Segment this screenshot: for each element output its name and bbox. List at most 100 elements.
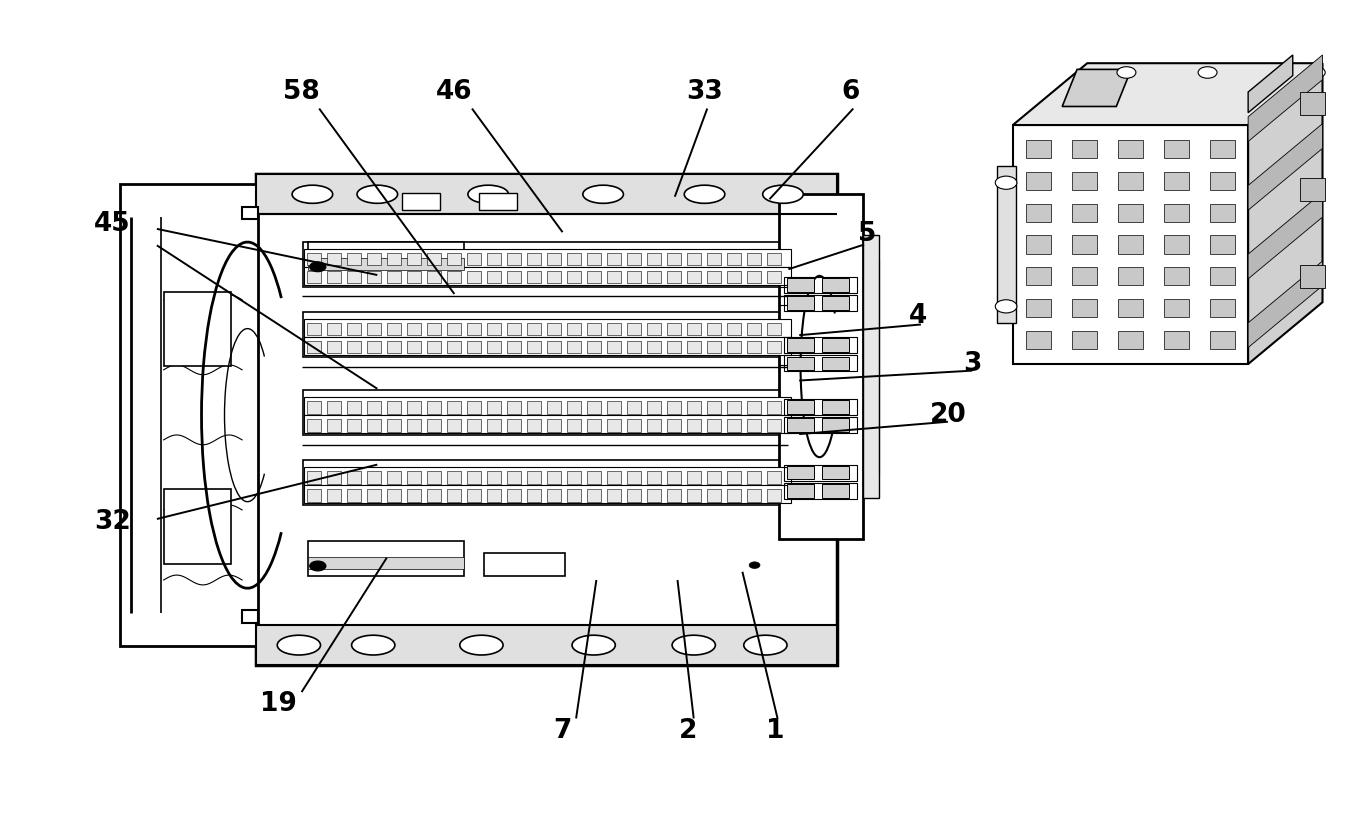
- Bar: [347, 252, 362, 265]
- Bar: [305, 397, 791, 415]
- Bar: [1072, 299, 1096, 318]
- Bar: [566, 323, 581, 335]
- Bar: [305, 337, 791, 355]
- Bar: [587, 270, 602, 284]
- Bar: [627, 341, 641, 353]
- Bar: [667, 323, 682, 335]
- Bar: [566, 489, 581, 502]
- Bar: [707, 270, 721, 284]
- Bar: [486, 471, 501, 484]
- Bar: [304, 312, 793, 356]
- Bar: [747, 419, 762, 432]
- Bar: [587, 323, 602, 335]
- Bar: [527, 401, 542, 414]
- Bar: [607, 401, 622, 414]
- Bar: [822, 466, 850, 480]
- Bar: [507, 489, 522, 502]
- Bar: [527, 341, 542, 353]
- Circle shape: [1306, 67, 1325, 79]
- Polygon shape: [1248, 55, 1293, 112]
- Bar: [467, 323, 481, 335]
- Bar: [667, 489, 682, 502]
- Text: 46: 46: [436, 79, 473, 105]
- Bar: [308, 489, 321, 502]
- Ellipse shape: [467, 185, 508, 203]
- Bar: [747, 270, 762, 284]
- Bar: [587, 471, 602, 484]
- Bar: [327, 419, 341, 432]
- Bar: [327, 252, 341, 265]
- Bar: [486, 419, 501, 432]
- Bar: [1118, 140, 1142, 158]
- Bar: [467, 270, 481, 284]
- Bar: [787, 338, 814, 351]
- Bar: [547, 252, 561, 265]
- Bar: [367, 341, 381, 353]
- Bar: [728, 471, 741, 484]
- Bar: [627, 270, 641, 284]
- Bar: [587, 401, 602, 414]
- Bar: [667, 270, 682, 284]
- Bar: [304, 461, 793, 505]
- Bar: [547, 419, 561, 432]
- Bar: [467, 401, 481, 414]
- Bar: [1118, 236, 1142, 254]
- Bar: [822, 400, 850, 414]
- Bar: [587, 419, 602, 432]
- Text: 45: 45: [93, 211, 130, 237]
- Bar: [388, 471, 401, 484]
- Bar: [256, 625, 837, 665]
- Bar: [1072, 267, 1096, 285]
- Bar: [305, 267, 791, 285]
- Text: 1: 1: [766, 718, 785, 743]
- Bar: [785, 337, 858, 353]
- Bar: [447, 341, 462, 353]
- Bar: [687, 323, 702, 335]
- Circle shape: [310, 561, 327, 571]
- Bar: [347, 401, 362, 414]
- Bar: [787, 485, 814, 498]
- Bar: [388, 252, 401, 265]
- Bar: [863, 236, 879, 498]
- Bar: [822, 485, 850, 498]
- Bar: [507, 270, 522, 284]
- Bar: [308, 341, 321, 353]
- Bar: [243, 610, 259, 623]
- Text: 19: 19: [260, 691, 297, 717]
- Bar: [687, 252, 702, 265]
- Bar: [406, 401, 421, 414]
- Bar: [728, 270, 741, 284]
- Bar: [406, 323, 421, 335]
- Bar: [648, 489, 661, 502]
- Bar: [787, 356, 814, 370]
- Bar: [447, 489, 462, 502]
- Bar: [547, 489, 561, 502]
- Bar: [1012, 125, 1248, 364]
- Bar: [1072, 331, 1096, 349]
- Bar: [667, 252, 682, 265]
- Bar: [367, 252, 381, 265]
- Bar: [347, 323, 362, 335]
- Bar: [997, 166, 1015, 323]
- Bar: [327, 341, 341, 353]
- Bar: [728, 323, 741, 335]
- Bar: [707, 489, 721, 502]
- Polygon shape: [1062, 69, 1131, 107]
- Bar: [388, 401, 401, 414]
- Bar: [667, 419, 682, 432]
- Bar: [486, 489, 501, 502]
- Bar: [406, 419, 421, 432]
- Bar: [707, 419, 721, 432]
- Bar: [305, 467, 791, 485]
- Bar: [367, 401, 381, 414]
- Bar: [627, 252, 641, 265]
- Ellipse shape: [459, 635, 503, 655]
- Bar: [547, 401, 561, 414]
- Bar: [527, 252, 542, 265]
- Bar: [687, 419, 702, 432]
- Ellipse shape: [763, 185, 804, 203]
- Bar: [486, 270, 501, 284]
- Bar: [304, 242, 793, 287]
- Bar: [767, 471, 782, 484]
- Bar: [388, 419, 401, 432]
